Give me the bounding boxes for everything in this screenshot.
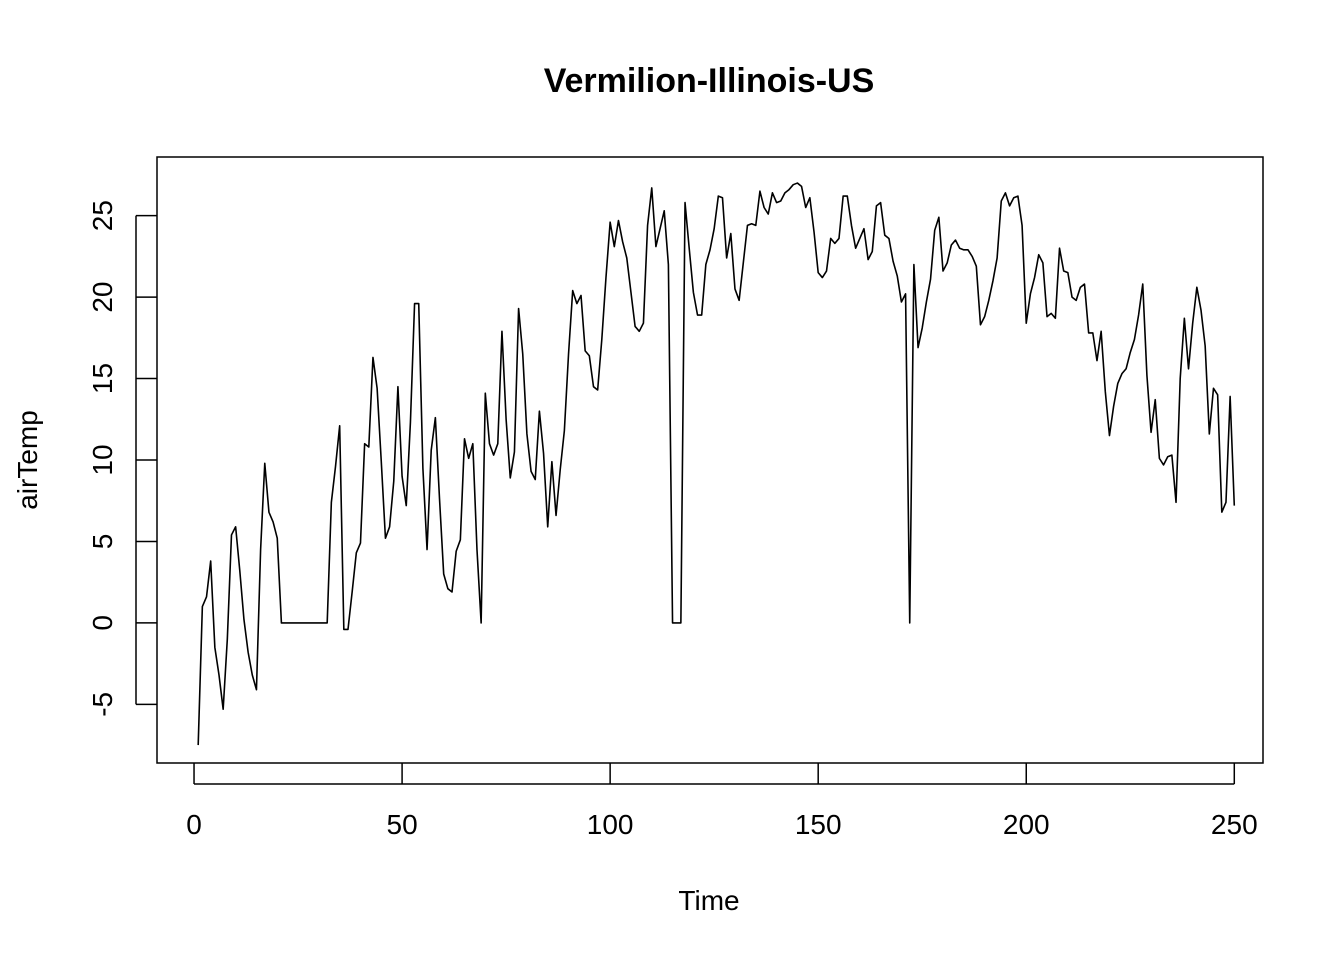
x-tick-label: 100: [587, 809, 634, 840]
series-line-0: [197, 182, 1236, 746]
y-tick-label: 10: [87, 444, 118, 475]
x-axis-label: Time: [678, 885, 739, 916]
x-tick-label: 0: [186, 809, 202, 840]
y-tick-label: -5: [87, 692, 118, 717]
x-tick-label: 50: [387, 809, 418, 840]
y-tick-label: 20: [87, 282, 118, 313]
y-axis: -5 0 5 10 15 20 25: [87, 200, 157, 717]
plot-area: [197, 182, 1236, 746]
x-axis: 0 50 100 150 200 250: [186, 763, 1258, 840]
x-tick-label: 200: [1003, 809, 1050, 840]
chart-title: Vermilion-Illinois-US: [544, 62, 875, 100]
y-axis-label: airTemp: [12, 410, 43, 510]
x-tick-label: 250: [1211, 809, 1258, 840]
x-tick-label: 150: [795, 809, 842, 840]
y-tick-label: 15: [87, 363, 118, 394]
y-tick-label: 0: [87, 615, 118, 631]
y-tick-label: 25: [87, 200, 118, 231]
y-tick-label: 5: [87, 534, 118, 550]
